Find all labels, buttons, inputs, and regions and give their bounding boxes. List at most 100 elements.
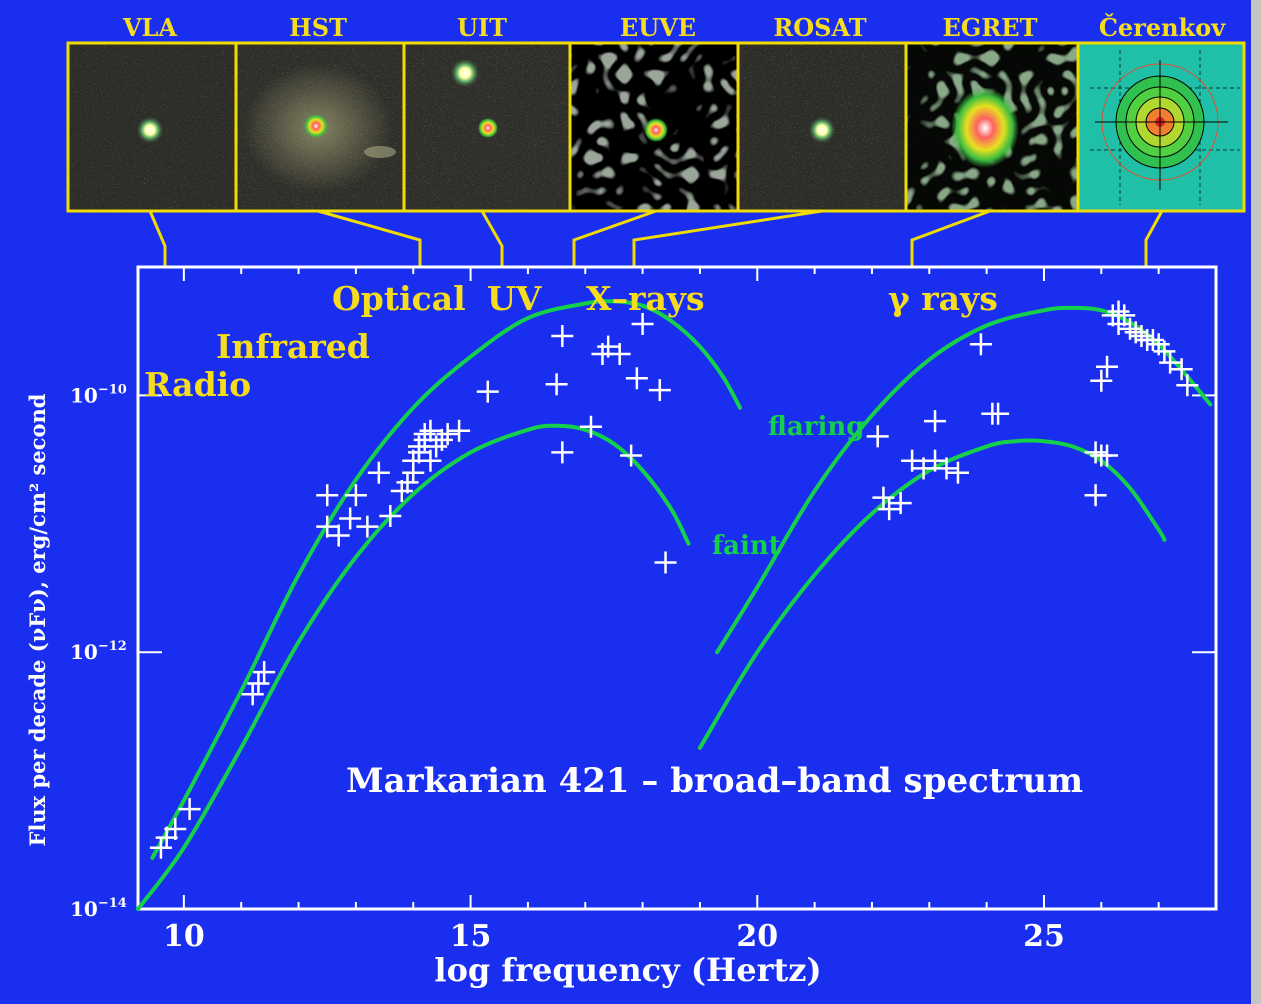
data-point [419,419,442,442]
data-point [878,498,901,521]
data-point [164,817,187,840]
data-point [1141,329,1164,352]
data-point [866,425,889,448]
curve-faint [136,423,691,911]
data-point [924,410,947,433]
euve-image [570,43,738,211]
data-point [1124,321,1147,344]
data-point [396,471,419,494]
data-point [1118,317,1141,340]
data-point [1176,374,1199,397]
data-point [476,380,499,403]
data-point [356,515,379,538]
label-egret: EGRET [943,13,1038,42]
data-point [1153,340,1176,363]
annotation-flaring: flaring [768,412,864,442]
x-axis-label: log frequency (Hertz) [434,951,821,989]
data-point [247,672,270,695]
y-tick-label: 10−12 [70,639,127,664]
curve-faint-gamma [697,438,1167,750]
plot-frame [136,265,1218,911]
data-point [1096,355,1119,378]
data-point [969,333,992,356]
band-label-xrays: X–rays [586,279,705,318]
data-point [901,449,924,472]
right-border-strip [1251,0,1261,1004]
data-point [241,683,264,706]
egret-image [906,43,1078,211]
band-label-uv: UV [487,279,543,318]
data-point [981,402,1004,425]
data-point [419,449,442,472]
band-label-gamma: γ rays [888,279,998,318]
data-point [551,325,574,348]
data-point [912,457,935,480]
label-euve: EUVE [620,13,696,42]
data-point [253,661,276,684]
connector-lines [148,209,1164,267]
data-point [1170,358,1193,381]
chart-title: Markarian 421 – broad–band spectrum [346,761,1083,801]
data-point [178,798,201,821]
data-point [924,449,947,472]
x-tick-label: 10 [163,919,205,954]
data-point [545,373,568,396]
data-point [436,423,459,446]
y-tick-label: 10−14 [70,896,127,921]
y-axis-label: Flux per decade (νFν), erg/cm² second [25,393,50,846]
data-point [946,461,969,484]
data-point [367,461,390,484]
data-point [597,335,620,358]
band-label-radio: Radio [144,365,251,404]
data-point [625,367,648,390]
data-point [1084,484,1107,507]
data-point [1159,351,1182,374]
data-point [448,419,471,442]
data-point [579,415,602,438]
cerenkov-image [1078,43,1244,211]
data-point [379,505,402,528]
label-rosat: ROSAT [773,13,866,42]
data-point [648,379,671,402]
vla-image [68,43,236,211]
data-point [149,836,172,859]
rosat-image [738,43,906,211]
data-point [1107,312,1130,335]
data-point [413,423,436,446]
band-label-optical: Optical [332,279,466,318]
data-point [1130,325,1153,348]
data-point [316,515,339,538]
x-tick-label: 15 [450,919,492,954]
label-hst: HST [289,13,347,42]
hst-image [236,43,404,211]
curve-flaring [150,299,743,860]
data-point [1084,441,1107,464]
data-point [1113,304,1136,327]
curve-flaring-gamma [715,305,1213,655]
data-point [935,457,958,480]
annotation-faint: faint [712,531,781,561]
data-point [551,441,574,464]
label-vla: VLA [122,13,177,42]
label-uit: UIT [457,13,507,42]
data-point [1090,369,1113,392]
data-point [889,492,912,515]
data-point [1096,444,1119,467]
data-point [155,826,178,849]
data-point [654,551,677,574]
data-point [316,484,339,507]
x-tick-label: 25 [1023,919,1065,954]
y-tick-label: 10−10 [70,382,127,407]
data-point [620,444,643,467]
x-tick-label: 20 [736,919,778,954]
data-point [390,480,413,503]
data-point [430,428,453,451]
data-point [608,343,631,366]
uit-image [404,43,570,211]
data-point [344,484,367,507]
data-point [339,507,362,530]
band-label-infrared: Infrared [216,327,370,366]
data-point [872,486,895,509]
label-cerenkov: Čerenkov [1099,13,1226,42]
